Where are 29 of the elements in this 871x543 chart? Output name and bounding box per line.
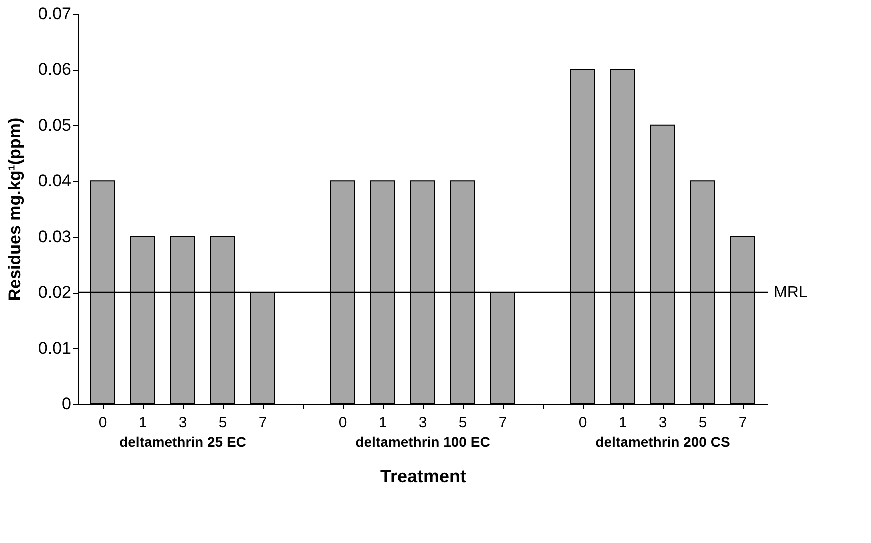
x-tick-label: 7 [738,414,748,432]
text: deltamethrin 25 EC [120,434,246,450]
y-axis-title: Residues mg.kg¹(ppm) [5,118,24,302]
x-axis-title: Treatment [380,466,467,486]
x-tick-label: 5 [458,414,468,432]
x-tick-label: 7 [258,414,268,432]
x-tick-label: 3 [658,414,668,432]
text: deltamethrin 200 CS [596,434,730,450]
x-tick-label: 0 [578,414,588,432]
x-tick-label: 1 [378,414,388,432]
ref-line-label: MRL [774,284,808,302]
x-tick-label: 1 [618,414,628,432]
x-tick-label: 3 [178,414,188,432]
y-tick-label: 0.02 [38,283,72,302]
y-tick-label: 0.05 [38,116,72,135]
y-tick-label: 0.04 [38,172,72,191]
y-tick-label: 0.03 [38,227,72,246]
text: deltamethrin 100 EC [356,434,490,450]
y-tick-label: 0.07 [38,4,72,24]
x-tick-label: 0 [338,414,348,432]
x-tick-label: 3 [418,414,428,432]
y-tick-label: 0.06 [38,60,72,80]
x-tick-label: 5 [218,414,228,432]
x-tick-label: 7 [498,414,508,432]
x-tick-label: 0 [98,414,108,432]
y-tick-label: 0.01 [38,338,72,358]
x-tick-label: 1 [138,414,148,432]
x-tick-label: 5 [698,414,708,432]
y-tick-label: 0 [62,394,72,414]
